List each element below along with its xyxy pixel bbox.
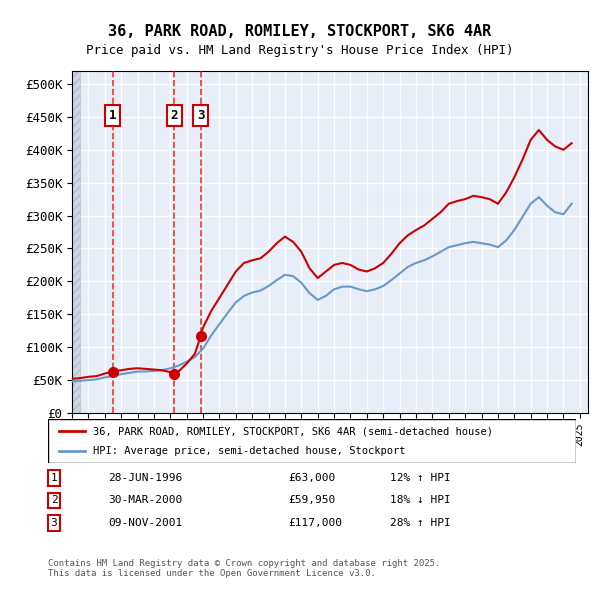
Text: Price paid vs. HM Land Registry's House Price Index (HPI): Price paid vs. HM Land Registry's House … bbox=[86, 44, 514, 57]
Text: 1: 1 bbox=[109, 109, 116, 122]
Text: 2: 2 bbox=[170, 109, 178, 122]
FancyBboxPatch shape bbox=[48, 419, 576, 463]
Text: 3: 3 bbox=[50, 518, 58, 527]
Text: 09-NOV-2001: 09-NOV-2001 bbox=[108, 518, 182, 527]
Text: Contains HM Land Registry data © Crown copyright and database right 2025.
This d: Contains HM Land Registry data © Crown c… bbox=[48, 559, 440, 578]
Text: 36, PARK ROAD, ROMILEY, STOCKPORT, SK6 4AR: 36, PARK ROAD, ROMILEY, STOCKPORT, SK6 4… bbox=[109, 24, 491, 38]
Text: 28-JUN-1996: 28-JUN-1996 bbox=[108, 473, 182, 483]
Bar bbox=[72, 71, 80, 413]
Text: 1: 1 bbox=[50, 473, 58, 483]
Text: £117,000: £117,000 bbox=[288, 518, 342, 527]
Text: 12% ↑ HPI: 12% ↑ HPI bbox=[390, 473, 451, 483]
Text: £59,950: £59,950 bbox=[288, 496, 335, 505]
Text: 36, PARK ROAD, ROMILEY, STOCKPORT, SK6 4AR (semi-detached house): 36, PARK ROAD, ROMILEY, STOCKPORT, SK6 4… bbox=[93, 427, 493, 436]
Text: £63,000: £63,000 bbox=[288, 473, 335, 483]
Text: 30-MAR-2000: 30-MAR-2000 bbox=[108, 496, 182, 505]
Text: 28% ↑ HPI: 28% ↑ HPI bbox=[390, 518, 451, 527]
Text: 18% ↓ HPI: 18% ↓ HPI bbox=[390, 496, 451, 505]
Text: 3: 3 bbox=[197, 109, 205, 122]
Text: HPI: Average price, semi-detached house, Stockport: HPI: Average price, semi-detached house,… bbox=[93, 446, 406, 455]
Text: 2: 2 bbox=[50, 496, 58, 505]
